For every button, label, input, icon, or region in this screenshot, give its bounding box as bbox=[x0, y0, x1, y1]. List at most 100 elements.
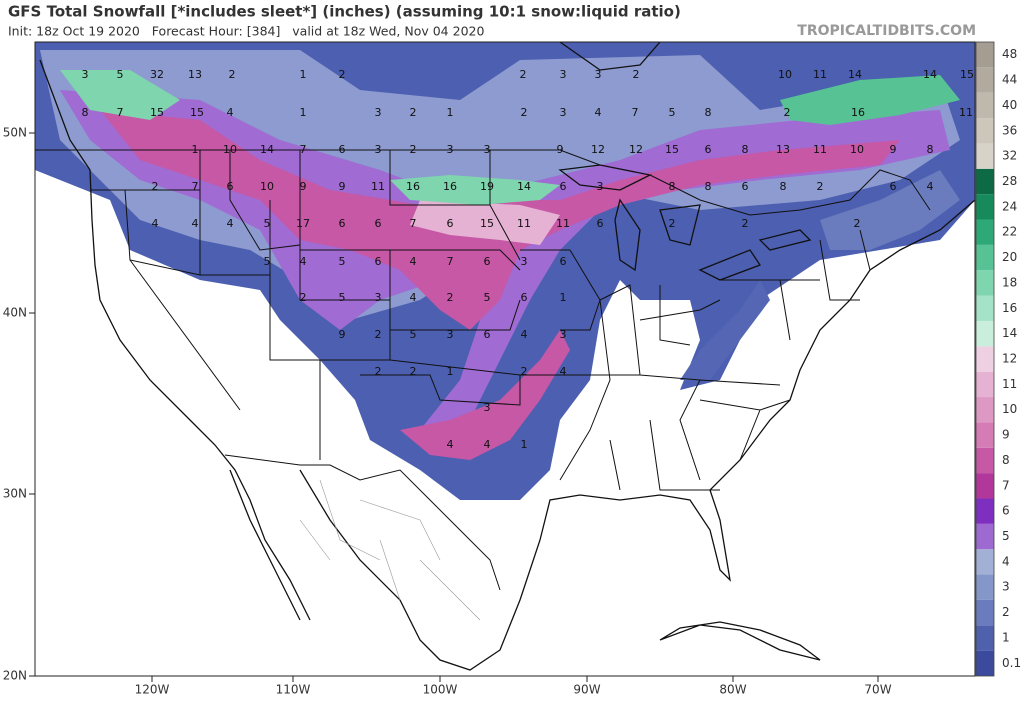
snowfall-label: 2 bbox=[520, 68, 527, 81]
snowfall-label: 6 bbox=[705, 143, 712, 156]
snowfall-label: 3 bbox=[375, 143, 382, 156]
snowfall-label: 15 bbox=[665, 143, 679, 156]
snowfall-label: 2 bbox=[521, 106, 528, 119]
snowfall-label: 4 bbox=[227, 217, 234, 230]
colorbar-label: 22 bbox=[1002, 225, 1017, 239]
snowfall-label: 7 bbox=[192, 180, 199, 193]
snowfall-label: 4 bbox=[410, 255, 417, 268]
colorbar-swatch bbox=[976, 168, 994, 195]
snowfall-label: 12 bbox=[591, 143, 605, 156]
snowfall-label: 11 bbox=[556, 217, 570, 230]
colorbar-swatch bbox=[976, 270, 994, 296]
snowfall-label: 2 bbox=[447, 291, 454, 304]
coastline-pacific bbox=[39, 59, 311, 621]
colorbar-swatch bbox=[976, 549, 994, 575]
snowfall-label: 3 bbox=[447, 328, 454, 341]
colorbar-label: 3 bbox=[1002, 580, 1010, 594]
snowfall-label: 8 bbox=[742, 143, 749, 156]
snowfall-label: 2 bbox=[521, 365, 528, 378]
snowfall-label: 8 bbox=[780, 180, 787, 193]
snowfall-label: 4 bbox=[447, 438, 454, 451]
colorbar-swatch bbox=[976, 473, 994, 499]
snowfall-label: 3 bbox=[597, 180, 604, 193]
snowfall-label: 3 bbox=[484, 143, 491, 156]
snowfall-label: 1 bbox=[300, 106, 307, 119]
colorbar-label: 7 bbox=[1002, 478, 1010, 492]
snowfall-label: 7 bbox=[117, 106, 124, 119]
snowfall-label: 7 bbox=[410, 217, 417, 230]
snowfall-label: 11 bbox=[813, 68, 827, 81]
snowfall-label: 5 bbox=[117, 68, 124, 81]
snowfall-label: 2 bbox=[410, 106, 417, 119]
colorbar-label: 2 bbox=[1002, 605, 1010, 619]
snowfall-label: 16 bbox=[443, 180, 457, 193]
snowfall-label: 14 bbox=[923, 68, 937, 81]
colorbar-swatch bbox=[976, 650, 994, 676]
snowfall-label: 1 bbox=[447, 106, 454, 119]
snowfall-label: 32 bbox=[150, 68, 164, 81]
snowfall-label: 6 bbox=[597, 217, 604, 230]
colorbar-label: 40 bbox=[1002, 98, 1017, 112]
lon-tick-label: 100W bbox=[423, 683, 458, 697]
snowfall-label: 4 bbox=[484, 438, 491, 451]
snowfall-label: 8 bbox=[669, 180, 676, 193]
snowfall-label: 15 bbox=[190, 106, 204, 119]
colorbar-swatch bbox=[976, 244, 994, 271]
snowfall-label: 9 bbox=[339, 180, 346, 193]
coastline-cuba bbox=[659, 621, 821, 661]
snowfall-label: 4 bbox=[300, 255, 307, 268]
snowfall-label: 3 bbox=[82, 68, 89, 81]
snowfall-label: 2 bbox=[339, 68, 346, 81]
colorbar-swatch bbox=[976, 320, 994, 347]
snowfall-label: 1 bbox=[521, 438, 528, 451]
colorbar-label: 6 bbox=[1002, 504, 1010, 518]
snowfall-label: 5 bbox=[410, 328, 417, 341]
snowfall-label: 16 bbox=[406, 180, 420, 193]
snowfall-label: 2 bbox=[152, 180, 159, 193]
snowfall-label: 2 bbox=[410, 143, 417, 156]
snowfall-label: 5 bbox=[264, 255, 271, 268]
snowfall-label: 2 bbox=[410, 365, 417, 378]
great-lakes bbox=[558, 164, 812, 281]
colorbar-label: 4 bbox=[1002, 554, 1010, 568]
colorbar-frame bbox=[975, 41, 995, 677]
snowfall-label: 6 bbox=[521, 291, 528, 304]
colorbar-swatch bbox=[976, 118, 994, 144]
us-canada-border bbox=[35, 149, 931, 216]
snowfall-label: 2 bbox=[854, 217, 861, 230]
colorbar-swatch bbox=[976, 422, 994, 448]
snowfall-label: 10 bbox=[260, 180, 274, 193]
colorbar-label: 1 bbox=[1002, 630, 1010, 644]
snowfall-label: 3 bbox=[375, 291, 382, 304]
snowfall-label: 16 bbox=[851, 106, 865, 119]
snowfall-label: 8 bbox=[705, 180, 712, 193]
colorbar-swatch bbox=[976, 194, 994, 220]
colorbar-label: 10 bbox=[1002, 402, 1017, 416]
snowfall-label: 2 bbox=[633, 68, 640, 81]
colorbar-swatch bbox=[976, 143, 994, 169]
snowfall-label: 5 bbox=[264, 217, 271, 230]
snowfall-label: 14 bbox=[848, 68, 862, 81]
snowfall-label: 15 bbox=[960, 68, 974, 81]
colorbar-label: 9 bbox=[1002, 428, 1010, 442]
snowfall-label: 6 bbox=[484, 328, 491, 341]
colorbar-label: 12 bbox=[1002, 352, 1017, 366]
snowfall-label: 7 bbox=[632, 106, 639, 119]
snowfall-label: 10 bbox=[850, 143, 864, 156]
snowfall-label: 19 bbox=[480, 180, 494, 193]
snowfall-label: 5 bbox=[339, 291, 346, 304]
snowfall-label: 13 bbox=[776, 143, 790, 156]
snowfall-label: 9 bbox=[890, 143, 897, 156]
lat-tick-label: 30N bbox=[3, 487, 27, 501]
colorbar-label: 16 bbox=[1002, 301, 1017, 315]
colorbar-swatch bbox=[976, 498, 994, 524]
snowfall-label: 3 bbox=[521, 255, 528, 268]
snowfall-label: 13 bbox=[188, 68, 202, 81]
snowfall-label: 6 bbox=[484, 255, 491, 268]
colorbar-label: 36 bbox=[1002, 123, 1017, 137]
snowfall-label: 2 bbox=[669, 217, 676, 230]
colorbar-label: 28 bbox=[1002, 174, 1017, 188]
colorbar-label: 5 bbox=[1002, 529, 1010, 543]
snowfall-label: 8 bbox=[82, 106, 89, 119]
